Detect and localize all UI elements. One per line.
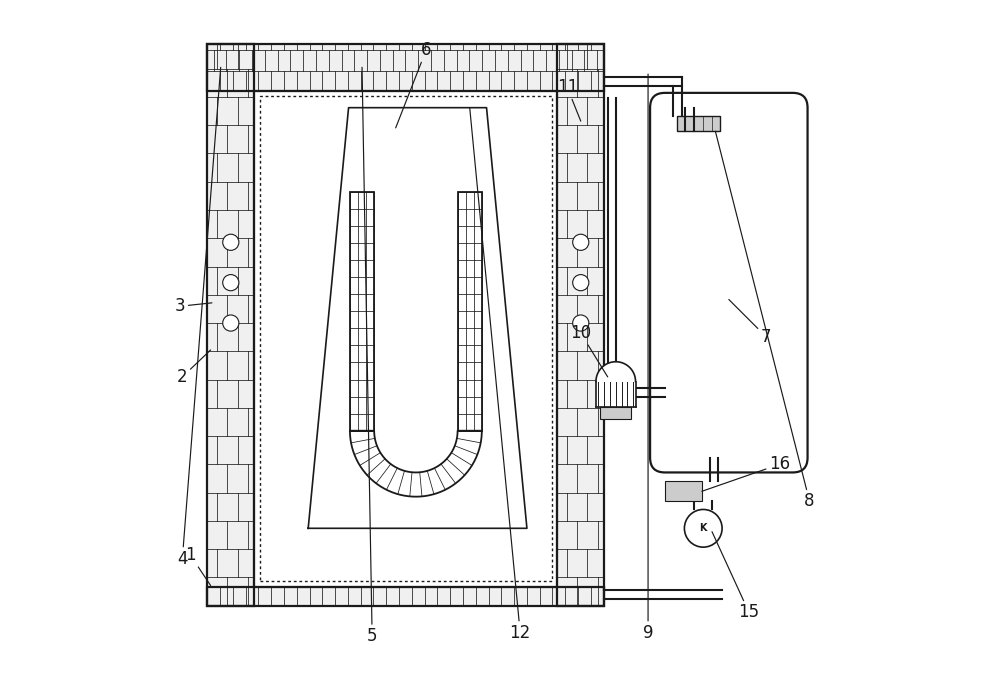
Bar bbox=[458, 192, 482, 431]
Circle shape bbox=[684, 509, 722, 547]
Text: 15: 15 bbox=[712, 532, 760, 621]
Bar bbox=[207, 587, 604, 606]
Bar bbox=[207, 44, 604, 91]
Bar bbox=[207, 44, 254, 606]
Bar bbox=[600, 407, 631, 419]
Bar bbox=[665, 481, 702, 501]
Bar bbox=[254, 91, 557, 587]
Circle shape bbox=[596, 362, 636, 401]
Text: 5: 5 bbox=[362, 67, 377, 645]
Circle shape bbox=[573, 234, 589, 250]
Bar bbox=[677, 116, 720, 131]
Text: 10: 10 bbox=[570, 324, 608, 377]
Text: 16: 16 bbox=[702, 456, 790, 491]
FancyBboxPatch shape bbox=[650, 93, 808, 472]
Bar bbox=[596, 380, 636, 409]
Text: 3: 3 bbox=[175, 297, 212, 315]
Text: 12: 12 bbox=[470, 108, 531, 641]
Circle shape bbox=[573, 315, 589, 331]
Text: 4: 4 bbox=[177, 67, 221, 567]
Text: 11: 11 bbox=[557, 79, 581, 121]
Bar bbox=[557, 44, 604, 606]
Text: 2: 2 bbox=[177, 350, 211, 386]
Text: 1: 1 bbox=[185, 546, 211, 586]
Polygon shape bbox=[350, 431, 482, 497]
Bar bbox=[260, 96, 552, 581]
Bar bbox=[350, 192, 374, 431]
Bar bbox=[677, 116, 720, 131]
Bar bbox=[207, 44, 254, 606]
Bar bbox=[207, 587, 604, 606]
Circle shape bbox=[223, 275, 239, 291]
Circle shape bbox=[223, 315, 239, 331]
Circle shape bbox=[223, 234, 239, 250]
Bar bbox=[207, 44, 604, 91]
Text: 6: 6 bbox=[396, 42, 431, 128]
Bar bbox=[694, 485, 712, 501]
Text: 9: 9 bbox=[643, 74, 653, 641]
Circle shape bbox=[573, 275, 589, 291]
Text: K: K bbox=[699, 524, 707, 533]
Text: 7: 7 bbox=[729, 299, 771, 345]
Bar bbox=[557, 44, 604, 606]
Text: 8: 8 bbox=[715, 131, 815, 510]
